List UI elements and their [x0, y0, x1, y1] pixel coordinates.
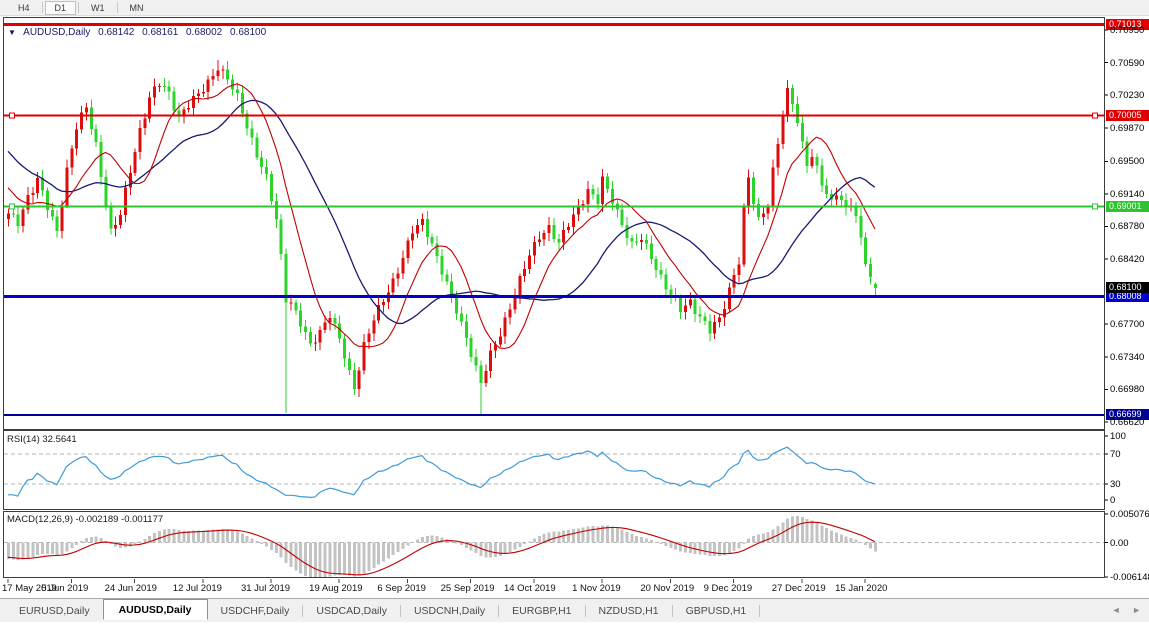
- rsi-axis-label: 0: [1110, 495, 1116, 506]
- price-axis-label: 0.66980: [1110, 384, 1145, 396]
- price-axis-label: 0.67700: [1110, 319, 1145, 331]
- tab-separator: [399, 604, 401, 617]
- date-axis-label: 9 Dec 2019: [703, 583, 753, 594]
- toolbar-separator: [41, 2, 43, 13]
- date-axis-label: 14 Oct 2019: [503, 583, 556, 594]
- date-axis-label: 17 May 2019: [2, 583, 57, 594]
- rsi-axis-label: 30: [1110, 479, 1121, 490]
- tab-usdcad-daily[interactable]: USDCAD,Daily: [316, 604, 387, 617]
- macd-axis-label: 0.005076: [1110, 509, 1149, 520]
- price-axis-label: 0.70230: [1110, 90, 1145, 102]
- price-axis-label: 0.69140: [1110, 188, 1145, 200]
- tab-nzdusd-h1[interactable]: NZDUSD,H1: [598, 604, 659, 617]
- date-axis-label: 12 Jul 2019: [172, 583, 222, 594]
- tab-eurusd-daily[interactable]: EURUSD,Daily: [19, 604, 90, 617]
- price-line-badge: 0.69001: [1106, 200, 1149, 212]
- price-line-badge: 0.71013: [1106, 18, 1149, 30]
- date-axis-label: 6 Sep 2019: [377, 583, 426, 594]
- rsi-axis-label: 70: [1110, 449, 1121, 460]
- price-axis-label: 0.70590: [1110, 57, 1145, 69]
- chevron-down-icon[interactable]: ▼: [8, 28, 16, 37]
- timeframe-toolbar: H4 D1 W1 MN: [0, 0, 1149, 16]
- tab-scroll-right-icon[interactable]: ►: [1132, 605, 1141, 615]
- tab-eurgbp-h1[interactable]: EURGBP,H1: [512, 604, 572, 617]
- date-axis-label: 24 Jun 2019: [104, 583, 157, 594]
- price-axis-label: 0.69500: [1110, 156, 1145, 168]
- price-axis-label: 0.68780: [1110, 221, 1145, 233]
- date-axis-label: 1 Nov 2019: [572, 583, 621, 594]
- symbol-tabbar: EURUSD,Daily AUDUSD,Daily USDCHF,Daily U…: [0, 598, 1149, 622]
- chart-symbol: AUDUSD,Daily: [23, 27, 91, 38]
- ohlc-high: 0.68161: [142, 27, 179, 38]
- ohlc-close: 0.68100: [229, 27, 267, 38]
- tab-gbpusd-h1[interactable]: GBPUSD,H1: [685, 604, 747, 617]
- timeframe-button-w1[interactable]: W1: [91, 2, 105, 13]
- price-axis-label: 0.70950: [1110, 25, 1145, 36]
- date-axis-label: 25 Sep 2019: [440, 583, 495, 594]
- chart-title: ▼ AUDUSD,Daily 0.68142 0.68161 0.68002 0…: [8, 27, 271, 38]
- rsi-indicator-label: RSI(14) 32.5641: [7, 434, 77, 445]
- price-line-badge: 0.70005: [1106, 110, 1149, 122]
- tab-separator: [498, 604, 500, 617]
- tab-audusd-daily[interactable]: AUDUSD,Daily: [102, 599, 208, 620]
- timeframe-button-h4[interactable]: H4: [18, 2, 30, 13]
- toolbar-separator: [78, 2, 80, 13]
- tab-separator: [302, 604, 304, 617]
- price-axis-label: 0.68420: [1110, 254, 1145, 266]
- tab-separator: [759, 604, 761, 617]
- macd-axis-label: 0.00: [1110, 537, 1129, 549]
- date-axis-label: 19 Aug 2019: [309, 583, 363, 594]
- toolbar-separator: [116, 2, 118, 13]
- tab-separator: [671, 604, 673, 617]
- rsi-axis-label: 100: [1110, 431, 1126, 442]
- date-axis-label: 27 Dec 2019: [771, 583, 826, 594]
- date-axis-label: 5 Jun 2019: [41, 583, 89, 594]
- timeframe-button-mn[interactable]: MN: [129, 2, 144, 13]
- tab-scroll-left-icon[interactable]: ◄: [1111, 605, 1121, 615]
- price-axis-label: 0.67340: [1110, 351, 1145, 363]
- price-axis-label: 0.66620: [1110, 416, 1145, 428]
- timeframe-button-d1[interactable]: D1: [44, 0, 77, 15]
- macd-indicator-label: MACD(12,26,9) -0.002189 -0.001177: [7, 514, 164, 525]
- date-axis-label: 15 Jan 2020: [835, 583, 888, 594]
- current-price-badge: 0.68100: [1106, 282, 1149, 293]
- date-axis-label: 31 Jul 2019: [240, 583, 291, 594]
- ohlc-open: 0.68142: [98, 27, 135, 38]
- date-axis-label: 20 Nov 2019: [640, 583, 695, 594]
- price-line-badge: 0.66699: [1106, 409, 1149, 421]
- ohlc-low: 0.68002: [186, 27, 223, 38]
- tab-usdchf-daily[interactable]: USDCHF,Daily: [220, 604, 290, 617]
- tab-separator: [584, 604, 586, 617]
- tab-usdcnh-daily[interactable]: USDCNH,Daily: [413, 604, 486, 617]
- macd-axis-label: -0.006148: [1110, 572, 1149, 583]
- price-axis-label: 0.69870: [1110, 122, 1145, 134]
- price-line-badge: 0.68008: [1106, 290, 1149, 302]
- tab-scroll-arrows: ◄ ►: [1103, 605, 1141, 615]
